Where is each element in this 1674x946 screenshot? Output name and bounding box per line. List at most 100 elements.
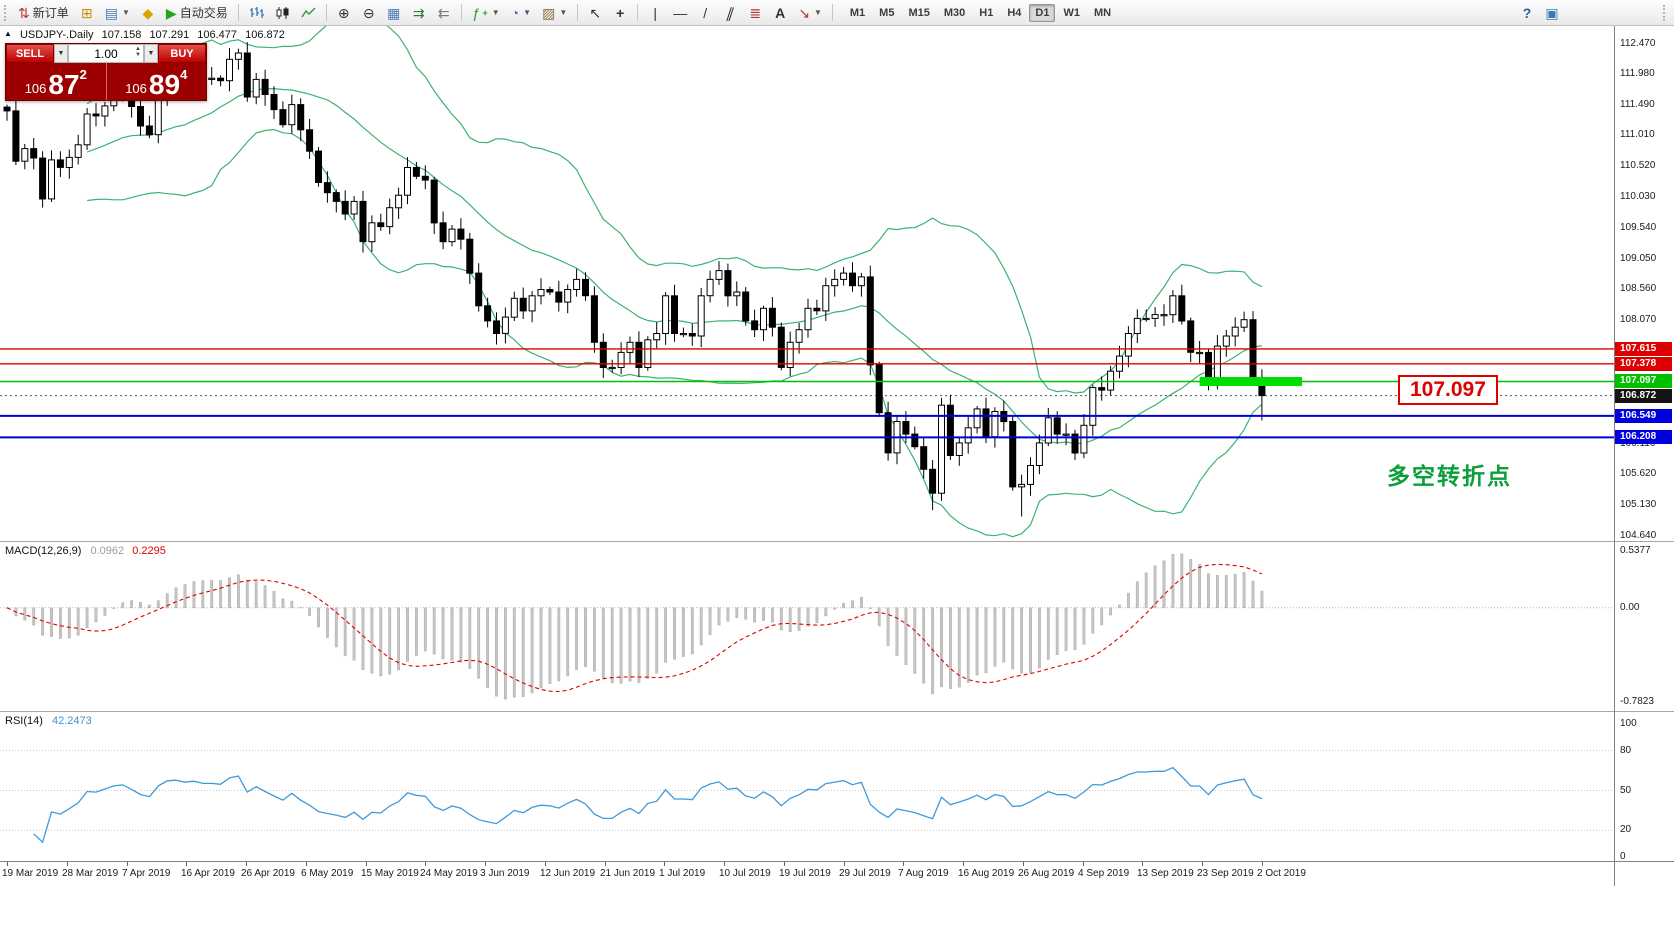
timeframe-m30-button[interactable]: M30 <box>943 6 966 19</box>
bar-chart-button[interactable] <box>244 2 269 24</box>
high-value: 107.291 <box>149 29 190 41</box>
templates-button[interactable]: ▨ ▼ <box>537 2 572 24</box>
autotrading-button[interactable]: ▶ 自动交易 <box>161 2 233 24</box>
bar-chart-icon <box>249 6 264 18</box>
time-axis-tick <box>67 862 68 866</box>
volume-increase-button[interactable]: ▲ <box>135 46 141 52</box>
help-icon: ? <box>1522 4 1532 21</box>
profiles-button[interactable]: ▤ ▼ <box>100 2 135 24</box>
rsi-scale-label: 80 <box>1620 745 1632 756</box>
date-label: 21 Jun 2019 <box>600 868 656 879</box>
zoom-out-button[interactable]: ⊖ <box>357 2 381 24</box>
trendline-icon: / <box>703 4 708 21</box>
crosshair-tool-button[interactable]: + <box>608 2 632 24</box>
macd-indicator-chart[interactable] <box>0 542 1614 711</box>
time-axis-tick <box>1202 862 1203 866</box>
toolbar-right-grip[interactable] <box>1663 4 1667 21</box>
timeframe-m15-button[interactable]: M15 <box>908 6 930 19</box>
collapse-trade-panel-icon[interactable]: ▲ <box>4 29 12 38</box>
metaeditor-button[interactable]: ◆ <box>136 2 160 24</box>
buy-button[interactable]: BUY <box>158 44 206 63</box>
buy-price-big: 89 <box>148 69 181 101</box>
price-axis-label: 108.070 <box>1620 314 1657 325</box>
docs-button[interactable]: ▣ <box>1540 2 1564 24</box>
date-label: 26 Aug 2019 <box>1018 868 1075 879</box>
help-button[interactable]: ? <box>1515 2 1539 24</box>
rsi-scale-label: 20 <box>1620 824 1632 835</box>
arrows-tool-icon: ↘ <box>798 4 810 21</box>
new-chart-button[interactable]: ⊞ <box>75 2 99 24</box>
toolbar-separator <box>637 4 639 21</box>
trendline-tool-button[interactable]: / <box>693 2 717 24</box>
timeframe-d1-button[interactable]: D1 <box>1029 3 1056 22</box>
time-axis-tick <box>784 862 785 866</box>
arrows-tool-button[interactable]: ↘ ▼ <box>793 2 827 24</box>
zoom-out-icon: ⊖ <box>362 4 375 21</box>
timeframe-group: M1 M5 M15 M30 H1 H4 D1 W1 MN <box>844 3 1117 22</box>
periods-button[interactable]: ◔ ▼ <box>506 2 536 24</box>
timeframe-m5-button[interactable]: M5 <box>879 6 895 19</box>
indicators-button[interactable]: ƒ + ▼ <box>467 2 505 24</box>
rsi-indicator-chart[interactable] <box>0 712 1614 861</box>
price-tag: 106.549 <box>1615 409 1672 423</box>
date-label: 13 Sep 2019 <box>1137 868 1194 879</box>
line-chart-button[interactable] <box>296 2 321 24</box>
pane-separator[interactable] <box>0 711 1674 712</box>
date-label: 24 May 2019 <box>420 868 478 879</box>
new-order-label: 新订单 <box>32 6 69 20</box>
toolbar-grip[interactable] <box>4 4 8 21</box>
candlestick-chart-button[interactable] <box>270 2 295 24</box>
arrows-caret-icon: ▼ <box>813 8 822 17</box>
price-axis-label: 111.010 <box>1620 129 1655 140</box>
time-axis-tick <box>545 862 546 866</box>
horizontal-line-tool-button[interactable]: ― <box>668 2 692 24</box>
timeframe-h4-button[interactable]: H4 <box>1007 6 1022 19</box>
fibonacci-tool-button[interactable]: ≣ <box>743 2 767 24</box>
volume-input[interactable]: 1.00 ▲ ▼ <box>68 44 144 63</box>
toolbar-separator <box>237 4 239 21</box>
price-axis-label: 108.560 <box>1620 283 1657 294</box>
new-order-button[interactable]: ⇅ 新订单 <box>13 2 74 24</box>
sell-button[interactable]: SELL <box>6 44 54 63</box>
chart-window[interactable]: ▲ USDJPY-.Daily 107.158 107.291 106.477 … <box>0 26 1674 946</box>
buy-price-display[interactable]: 106 89 4 <box>107 63 207 100</box>
timeframe-w1-button[interactable]: W1 <box>1063 6 1080 19</box>
timeframe-mn-button[interactable]: MN <box>1093 6 1112 19</box>
price-axis-label: 111.490 <box>1620 99 1655 110</box>
auto-scroll-button[interactable]: ⇉ <box>407 2 431 24</box>
price-axis-label: 110.030 <box>1620 191 1656 202</box>
symbol-period-label: USDJPY-.Daily <box>19 29 94 41</box>
zoom-in-button[interactable]: ⊕ <box>332 2 356 24</box>
time-axis-tick <box>246 862 247 866</box>
channel-tool-button[interactable]: ∥ <box>718 2 742 24</box>
timeframe-h1-button[interactable]: H1 <box>979 6 994 19</box>
date-label: 3 Jun 2019 <box>480 868 530 879</box>
volume-decrease-button[interactable]: ▼ <box>135 52 141 58</box>
sell-price-display[interactable]: 106 87 2 <box>6 63 106 100</box>
time-axis-tick <box>306 862 307 866</box>
cursor-tool-button[interactable]: ↖ <box>583 2 607 24</box>
price-tag: 107.378 <box>1615 357 1672 371</box>
time-axis-tick <box>664 862 665 866</box>
line-chart-icon <box>301 6 316 17</box>
pane-separator[interactable] <box>0 541 1674 542</box>
main-price-chart[interactable] <box>0 26 1614 541</box>
tile-windows-icon: ▦ <box>387 4 401 21</box>
sell-price-big: 87 <box>48 69 80 101</box>
level-price-label[interactable]: 107.097 <box>1398 375 1498 405</box>
timeframe-m1-button[interactable]: M1 <box>849 6 866 19</box>
price-tag: 107.097 <box>1615 374 1672 388</box>
vertical-line-tool-button[interactable]: | <box>643 2 667 24</box>
sell-options-caret[interactable]: ▼ <box>54 44 68 63</box>
open-value: 107.158 <box>101 29 142 41</box>
date-label: 12 Jun 2019 <box>540 868 596 879</box>
rsi-scale-label: 50 <box>1620 785 1632 796</box>
text-tool-button[interactable]: A <box>768 2 792 24</box>
low-value: 106.477 <box>197 29 238 41</box>
chart-shift-button[interactable]: ⇇ <box>432 2 456 24</box>
macd-signal-value: 0.2295 <box>132 545 166 557</box>
toolbar-separator <box>577 4 579 21</box>
buy-options-caret[interactable]: ▼ <box>144 44 158 63</box>
tile-windows-button[interactable]: ▦ <box>382 2 406 24</box>
profiles-icon: ▤ <box>104 4 118 21</box>
